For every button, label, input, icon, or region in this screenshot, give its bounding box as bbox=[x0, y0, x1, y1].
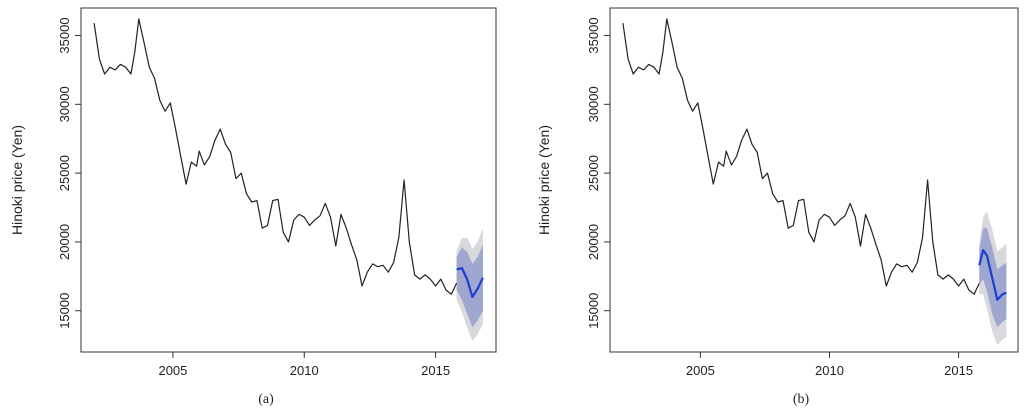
panel-caption: (a) bbox=[258, 392, 274, 407]
plot-frame bbox=[80, 7, 497, 353]
x-axis-ticks: 2005 2010 2015 bbox=[686, 352, 973, 378]
y-axis-label: Hinoki price (Yen) bbox=[9, 125, 25, 235]
y-tick-label: 15000 bbox=[57, 293, 72, 329]
series-lines bbox=[622, 18, 1007, 301]
x-tick-label: 2010 bbox=[290, 363, 319, 378]
panel-b: 15000 20000 25000 30000 35000 2005 2010 2015 H… bbox=[536, 7, 1019, 407]
history-line bbox=[93, 18, 458, 295]
y-tick-label: 30000 bbox=[57, 86, 72, 122]
x-tick-label: 2005 bbox=[158, 363, 187, 378]
y-tick-label: 35000 bbox=[586, 17, 601, 53]
series-lines bbox=[93, 18, 484, 299]
y-axis-ticks: 15000 20000 25000 30000 35000 bbox=[586, 17, 610, 329]
x-tick-label: 2015 bbox=[944, 363, 973, 378]
y-tick-label: 15000 bbox=[586, 293, 601, 329]
panel-a: 15000 20000 25000 30000 35000 2005 2010 2015 H… bbox=[9, 7, 497, 407]
y-tick-label: 25000 bbox=[586, 155, 601, 191]
y-axis-label: Hinoki price (Yen) bbox=[536, 125, 552, 235]
panel-caption: (b) bbox=[793, 392, 810, 407]
x-tick-label: 2015 bbox=[421, 363, 450, 378]
y-tick-label: 30000 bbox=[586, 86, 601, 122]
y-axis-ticks: 15000 20000 25000 30000 35000 bbox=[57, 17, 81, 329]
y-tick-label: 20000 bbox=[57, 224, 72, 260]
x-tick-label: 2005 bbox=[686, 363, 715, 378]
x-tick-label: 2010 bbox=[815, 363, 844, 378]
forecast-mean-line bbox=[978, 249, 1007, 301]
x-axis-ticks: 2005 2010 2015 bbox=[158, 352, 450, 378]
y-tick-label: 25000 bbox=[57, 155, 72, 191]
history-line bbox=[622, 18, 980, 295]
plot-frame bbox=[609, 7, 1019, 353]
y-tick-label: 35000 bbox=[57, 17, 72, 53]
y-tick-label: 20000 bbox=[586, 224, 601, 260]
forecast-mean-line bbox=[456, 267, 484, 299]
